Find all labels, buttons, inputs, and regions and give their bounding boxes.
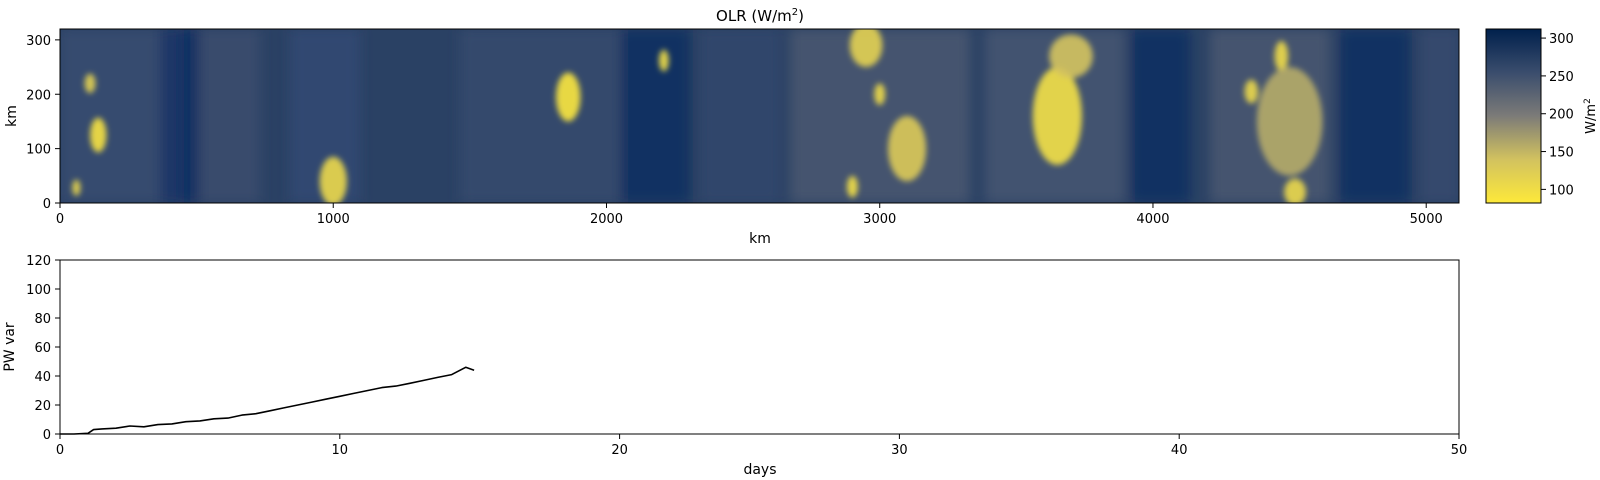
- convective-cell: [658, 49, 669, 72]
- convective-cell: [846, 175, 858, 198]
- olr-texture: [60, 29, 1459, 203]
- colorbar-label: W/m2: [1583, 98, 1599, 134]
- pw-y-ticks: 0 20 40 60 80 100 120: [26, 254, 60, 443]
- pw-var-series-line: [60, 366, 475, 435]
- x-tick-label: 30: [891, 443, 908, 458]
- colorbar-tick-label: 300: [1549, 32, 1574, 47]
- olr-y-ticks: 0 100 200 300: [26, 34, 60, 212]
- y-tick-label: 0: [43, 197, 51, 212]
- convective-cell: [1284, 178, 1306, 203]
- olr-x-ticks: 0 1000 2000 3000 4000 5000: [56, 203, 1443, 227]
- y-tick-label: 0: [43, 428, 51, 443]
- x-tick-label: 50: [1451, 443, 1468, 458]
- x-tick-label: 4000: [1136, 212, 1169, 227]
- convective-cell: [1049, 34, 1093, 78]
- colorbar: 100 150 200 250 300 W/m2: [1485, 28, 1599, 204]
- colorbar-ticks: 100 150 200 250 300: [1541, 32, 1574, 198]
- y-tick-label: 200: [26, 88, 51, 103]
- convective-cell: [319, 156, 347, 203]
- convective-cell: [555, 72, 581, 122]
- y-tick-label: 300: [26, 34, 51, 49]
- convective-cell: [72, 179, 81, 196]
- x-tick-label: 5000: [1410, 212, 1443, 227]
- x-tick-label: 0: [56, 212, 64, 227]
- convective-cell: [1032, 67, 1082, 165]
- chart-title: OLR (W/m2): [716, 7, 804, 25]
- convective-cell: [1256, 67, 1323, 176]
- y-tick-label: 100: [26, 143, 51, 158]
- y-tick-label: 60: [34, 341, 51, 356]
- colorbar-gradient: [1485, 28, 1542, 204]
- pw-x-axis-label: days: [743, 462, 776, 478]
- convective-cell: [1274, 40, 1289, 72]
- convective-cell: [90, 117, 107, 153]
- y-tick-label: 120: [26, 254, 51, 269]
- olr-x-axis-label: km: [749, 231, 771, 247]
- y-tick-label: 40: [34, 370, 51, 385]
- x-tick-label: 3000: [863, 212, 896, 227]
- convective-cell: [1244, 79, 1259, 104]
- colorbar-tick-label: 100: [1549, 183, 1574, 198]
- convective-cell: [874, 83, 886, 106]
- olr-y-axis-label: km: [4, 105, 20, 127]
- colorbar-tick-label: 150: [1549, 146, 1574, 161]
- x-tick-label: 40: [1171, 443, 1188, 458]
- colorbar-tick-label: 250: [1549, 70, 1574, 85]
- colorbar-tick-label: 200: [1549, 108, 1574, 123]
- pw-frame: [59, 259, 1460, 435]
- x-tick-label: 10: [332, 443, 349, 458]
- pw-x-ticks: 0 10 20 30 40 50: [56, 434, 1467, 458]
- y-tick-label: 20: [34, 399, 51, 414]
- convective-cell: [84, 73, 96, 94]
- olr-frame: [59, 28, 1460, 204]
- pw-var-line-chart: 0 10 20 30 40 50 0 20 40 60 80 100 120 days PW var: [2, 254, 1467, 478]
- x-tick-label: 20: [611, 443, 628, 458]
- y-tick-label: 100: [26, 283, 51, 298]
- olr-heatmap: OLR (W/m2) 0 1000 2000 3000 4000 5000: [4, 7, 1599, 247]
- x-tick-label: 2000: [590, 212, 623, 227]
- pw-y-axis-label: PW var: [2, 322, 18, 372]
- x-tick-label: 1000: [317, 212, 350, 227]
- convective-cells: [72, 29, 1323, 203]
- convective-cell: [887, 116, 927, 182]
- y-tick-label: 80: [34, 312, 51, 327]
- olr-field: [60, 29, 1459, 203]
- convective-cell: [849, 29, 883, 68]
- x-tick-label: 0: [56, 443, 64, 458]
